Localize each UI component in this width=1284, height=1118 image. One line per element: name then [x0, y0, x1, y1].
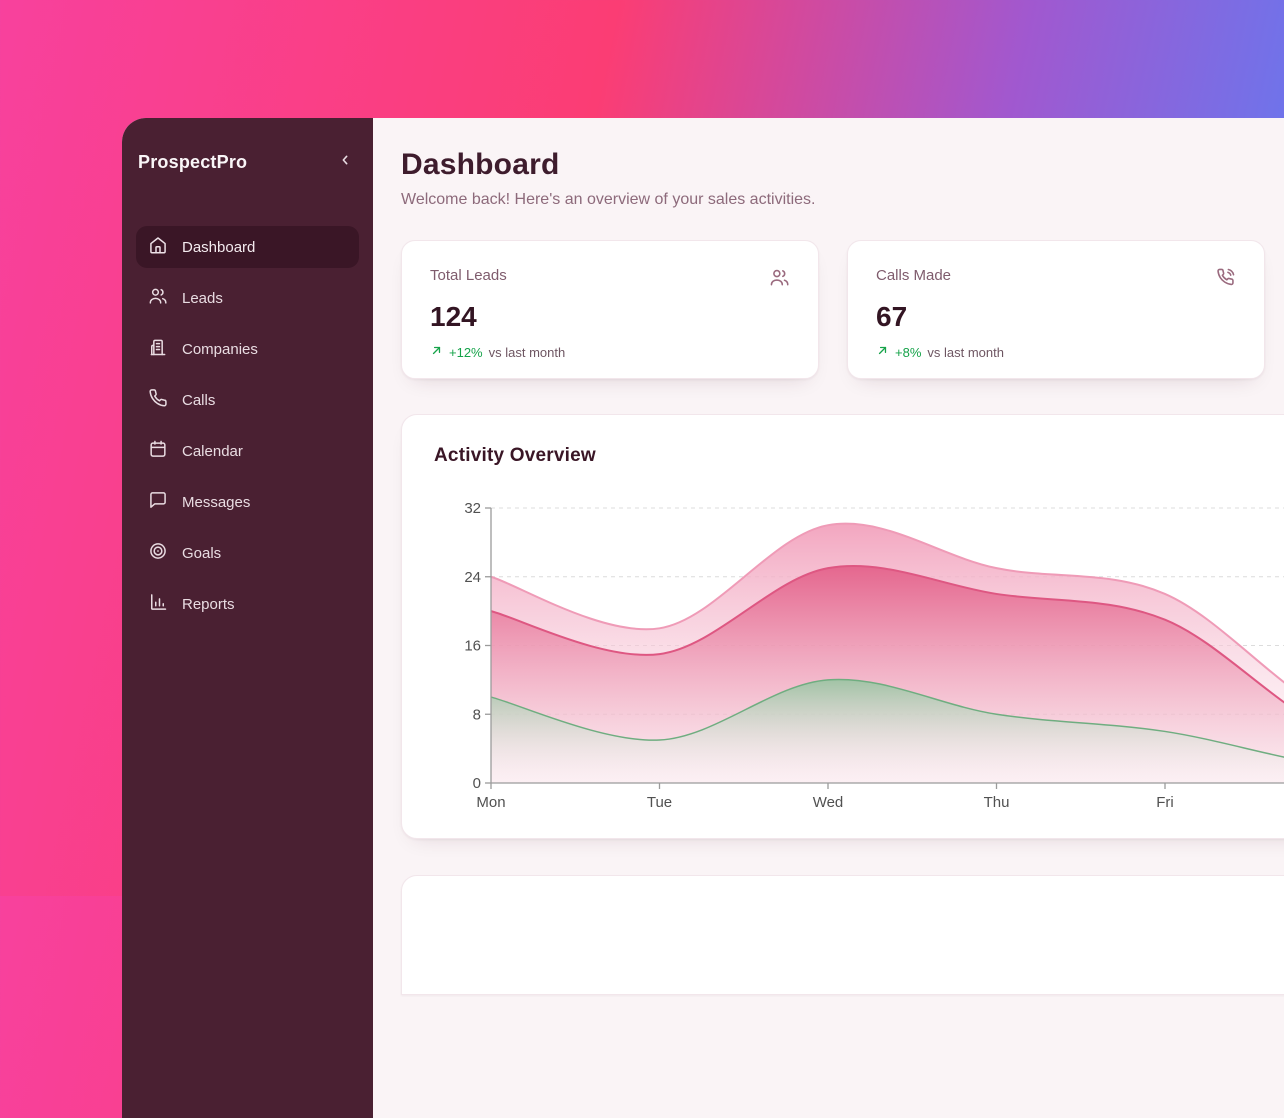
- sidebar-item-label: Dashboard: [182, 238, 256, 256]
- users-icon: [148, 286, 168, 310]
- sidebar-item-label: Companies: [182, 340, 258, 358]
- stat-label: Calls Made: [876, 267, 952, 284]
- svg-text:Mon: Mon: [476, 794, 505, 811]
- svg-text:16: 16: [464, 638, 481, 655]
- trend-up-icon: [876, 344, 889, 360]
- chevron-left-icon: [337, 152, 353, 173]
- building-icon: [148, 337, 168, 361]
- sidebar-collapse-button[interactable]: [333, 150, 357, 174]
- svg-text:Wed: Wed: [813, 794, 844, 811]
- sidebar-item-label: Calls: [182, 391, 216, 409]
- page-subtitle: Welcome back! Here's an overview of your…: [401, 191, 816, 208]
- sidebar-item-label: Reports: [182, 595, 235, 613]
- sidebar-item-label: Leads: [182, 289, 223, 307]
- stat-delta-suffix: vs last month: [488, 344, 566, 360]
- chart-title: Activity Overview: [434, 445, 596, 466]
- svg-text:Fri: Fri: [1156, 794, 1174, 811]
- message-icon: [148, 490, 168, 514]
- stat-card-total-leads: Total Leads 124 +12% vs last month: [401, 240, 819, 379]
- svg-text:Tue: Tue: [647, 794, 672, 811]
- sidebar-item-goals[interactable]: Goals: [136, 532, 359, 574]
- users-icon: [769, 267, 790, 293]
- next-section-card: [401, 875, 1284, 995]
- svg-text:0: 0: [473, 775, 481, 792]
- sidebar-item-reports[interactable]: Reports: [136, 583, 359, 625]
- svg-text:32: 32: [464, 500, 481, 517]
- target-icon: [148, 541, 168, 565]
- bar-chart-icon: [148, 592, 168, 616]
- phone-icon: [148, 388, 168, 412]
- sidebar-item-companies[interactable]: Companies: [136, 328, 359, 370]
- sidebar-item-calendar[interactable]: Calendar: [136, 430, 359, 472]
- sidebar-item-messages[interactable]: Messages: [136, 481, 359, 523]
- phone-call-icon: [1215, 267, 1236, 293]
- stat-delta-suffix: vs last month: [927, 344, 1004, 360]
- app-window: ProspectPro Dashboard Leads: [122, 118, 1284, 1118]
- home-icon: [148, 235, 168, 259]
- sidebar: ProspectPro Dashboard Leads: [122, 118, 373, 1118]
- activity-area-chart: 08162432MonTueWedThuFriSatSun: [464, 500, 1284, 811]
- sidebar-item-dashboard[interactable]: Dashboard: [136, 226, 359, 268]
- trend-up-icon: [430, 344, 443, 360]
- svg-text:Thu: Thu: [984, 794, 1010, 811]
- sidebar-item-leads[interactable]: Leads: [136, 277, 359, 319]
- stat-value: 67: [876, 301, 908, 332]
- sidebar-item-calls[interactable]: Calls: [136, 379, 359, 421]
- sidebar-nav: Dashboard Leads Companies Calls: [136, 226, 359, 625]
- stat-delta: +12%: [449, 344, 483, 360]
- stat-value: 124: [430, 301, 477, 332]
- stats-row: Total Leads 124 +12% vs last month Calls: [401, 240, 1284, 379]
- sidebar-item-label: Calendar: [182, 442, 243, 460]
- brand-logo: ProspectPro: [138, 151, 248, 172]
- calendar-icon: [148, 439, 168, 463]
- stat-card-calls-made: Calls Made 67 +8% vs last month: [847, 240, 1265, 379]
- stat-delta: +8%: [895, 344, 922, 360]
- stat-label: Total Leads: [430, 267, 507, 284]
- activity-overview-card: Activity Overview 0 8 16 24 32 Mon Tue Wed Thu Fr…: [401, 414, 1284, 839]
- main-content: Dashboard Welcome back! Here's an overvi…: [373, 118, 1284, 1118]
- svg-text:8: 8: [473, 706, 481, 723]
- page-title: Dashboard: [401, 148, 560, 181]
- sidebar-item-label: Goals: [182, 544, 222, 562]
- sidebar-item-label: Messages: [182, 493, 251, 511]
- svg-text:24: 24: [464, 569, 481, 586]
